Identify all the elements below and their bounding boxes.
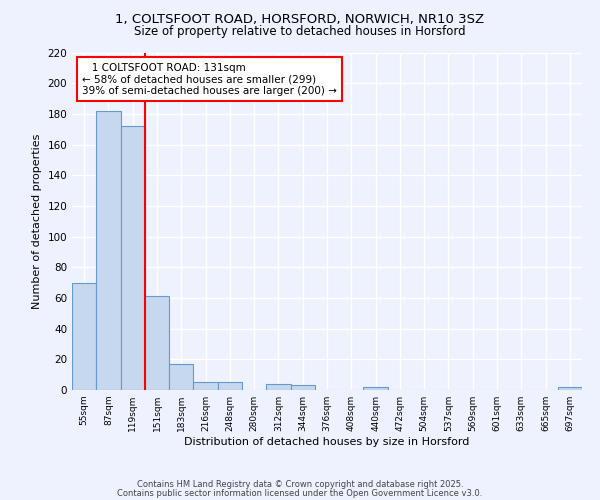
Bar bbox=[266, 384, 290, 390]
Bar bbox=[193, 382, 218, 390]
Bar bbox=[145, 296, 169, 390]
Bar bbox=[72, 282, 96, 390]
Bar bbox=[558, 387, 582, 390]
Bar bbox=[364, 387, 388, 390]
Text: Size of property relative to detached houses in Horsford: Size of property relative to detached ho… bbox=[134, 25, 466, 38]
Text: Contains HM Land Registry data © Crown copyright and database right 2025.: Contains HM Land Registry data © Crown c… bbox=[137, 480, 463, 489]
Bar bbox=[290, 386, 315, 390]
X-axis label: Distribution of detached houses by size in Horsford: Distribution of detached houses by size … bbox=[184, 437, 470, 447]
Bar bbox=[96, 111, 121, 390]
Y-axis label: Number of detached properties: Number of detached properties bbox=[32, 134, 42, 309]
Text: Contains public sector information licensed under the Open Government Licence v3: Contains public sector information licen… bbox=[118, 488, 482, 498]
Text: 1 COLTSFOOT ROAD: 131sqm
← 58% of detached houses are smaller (299)
39% of semi-: 1 COLTSFOOT ROAD: 131sqm ← 58% of detach… bbox=[82, 62, 337, 96]
Bar bbox=[218, 382, 242, 390]
Text: 1, COLTSFOOT ROAD, HORSFORD, NORWICH, NR10 3SZ: 1, COLTSFOOT ROAD, HORSFORD, NORWICH, NR… bbox=[115, 12, 485, 26]
Bar bbox=[169, 364, 193, 390]
Bar bbox=[121, 126, 145, 390]
